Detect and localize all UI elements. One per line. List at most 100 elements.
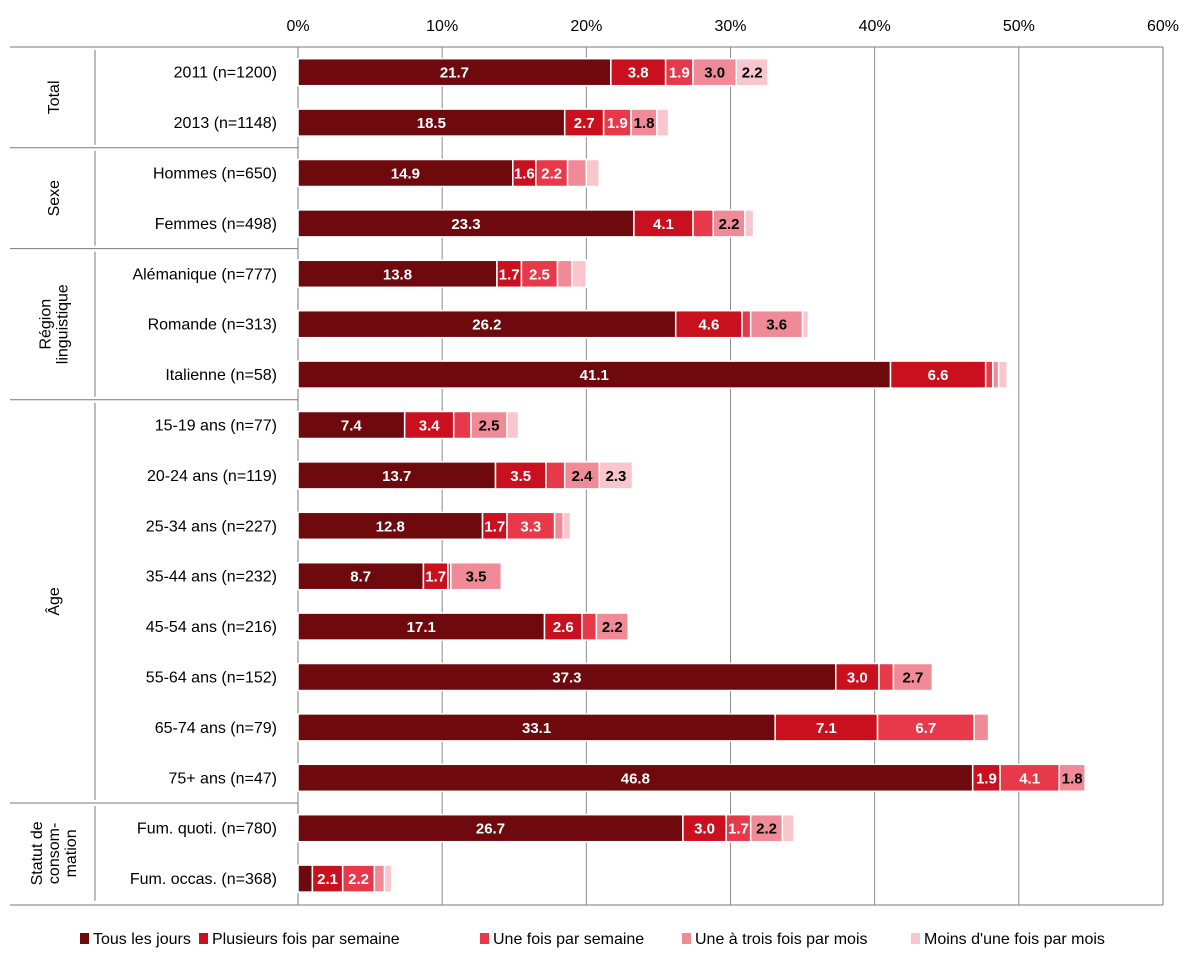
category-label: Italienne (n=58) [165, 367, 277, 384]
data-label: 3.0 [694, 821, 715, 838]
category-label: 20-24 ans (n=119) [147, 468, 277, 485]
bar-segment [571, 259, 588, 289]
data-label: 1.8 [1062, 770, 1083, 787]
bar-segment [373, 864, 386, 893]
bar-segment [297, 813, 684, 843]
bar-segment [692, 209, 714, 238]
bar-segment [520, 259, 559, 289]
data-label: 3.0 [847, 670, 868, 687]
bar-segment [563, 108, 605, 137]
category-label: 65-74 ans (n=79) [155, 720, 277, 737]
bar-segment [422, 561, 449, 591]
bar-segment [383, 864, 393, 893]
bar-segment [878, 662, 895, 692]
data-label: 2.7 [574, 115, 595, 132]
bar-segment [992, 360, 1000, 389]
legend-label: Moins d'une fois par mois [924, 931, 1105, 948]
data-label: 2.6 [553, 619, 574, 636]
data-label: 14.9 [391, 166, 420, 183]
data-label: 1.7 [484, 518, 505, 535]
data-label: 41.1 [580, 367, 609, 384]
category-label: 45-54 ans (n=216) [146, 619, 277, 636]
bar-segment [297, 108, 566, 137]
gridlines [441, 47, 1020, 905]
data-label: 3.5 [466, 569, 487, 586]
bar-segment [744, 209, 755, 238]
bar-segment [545, 461, 566, 490]
bar-segment [735, 57, 769, 87]
data-label: 2.2 [742, 65, 763, 82]
bar-segment [1058, 763, 1086, 793]
bar-segment [581, 612, 598, 641]
data-label: 6.7 [915, 720, 936, 737]
bar-segment [566, 158, 588, 188]
x-tick-label: 60% [1147, 18, 1179, 35]
group-label: Sexe [46, 180, 63, 217]
data-label: 2.2 [602, 619, 623, 636]
bar-segment [610, 57, 667, 87]
bar-segment [494, 461, 547, 490]
bar-segment [664, 57, 694, 87]
legend-swatch [199, 933, 208, 944]
data-label: 2.2 [756, 821, 777, 838]
bar-segment [741, 309, 752, 339]
bar-segment [997, 360, 1009, 389]
category-label: Alémanique (n=777) [132, 266, 277, 283]
category-label: Fum. occas. (n=368) [130, 871, 277, 888]
data-label: 2.1 [317, 871, 338, 888]
bar-segment [633, 209, 694, 238]
group-label: Statut deconsom-mation [29, 821, 80, 885]
category-label: 15-19 ans (n=77) [155, 418, 277, 435]
data-label: 7.4 [341, 418, 363, 435]
data-label: 2.4 [572, 468, 594, 485]
data-label: 2.2 [541, 166, 562, 183]
bar-segment [297, 461, 497, 490]
bar-segment [892, 662, 934, 692]
x-tick-label: 50% [1003, 18, 1035, 35]
bar-segment [496, 259, 523, 289]
bar-segment [781, 813, 795, 843]
bar-segment [543, 612, 583, 641]
bar-segment [297, 309, 677, 339]
x-tick-label: 0% [286, 18, 309, 35]
bar-segment [297, 713, 776, 742]
data-label: 3.4 [419, 418, 441, 435]
category-label: Femmes (n=498) [155, 216, 277, 233]
bar-segment [598, 461, 634, 490]
x-tick-label: 40% [859, 18, 891, 35]
data-label: 1.7 [728, 821, 749, 838]
bar-segment [889, 360, 987, 389]
data-label: 26.7 [476, 821, 505, 838]
bar-segment [450, 561, 503, 591]
category-label: 75+ ans (n=47) [168, 770, 277, 787]
bar-segment [973, 713, 990, 742]
legend-label: Une à trois fois par mois [695, 931, 868, 948]
data-label: 2.3 [605, 468, 626, 485]
bar-segment [506, 511, 556, 541]
category-label: Romande (n=313) [148, 317, 277, 334]
legend-swatch [80, 933, 89, 944]
x-axis-ticks: 0% 10% 20% 30% 40% 50% 60% [286, 18, 1179, 35]
bar-segment [682, 813, 727, 843]
legend: Tous les jours Plusieurs fois par semaine… [80, 931, 1105, 948]
category-label: 25-34 ans (n=227) [146, 518, 277, 535]
bar-segment [585, 158, 601, 188]
data-label: 18.5 [417, 115, 446, 132]
data-label: 1.9 [607, 115, 628, 132]
category-label: 55-64 ans (n=152) [146, 670, 277, 687]
bar-segment [297, 864, 314, 893]
legend-swatch [682, 933, 691, 944]
group-label: Régionlinguistique [38, 284, 72, 364]
data-label: 8.7 [350, 569, 371, 586]
data-label: 1.7 [499, 266, 520, 283]
x-tick-label: 10% [426, 18, 458, 35]
data-label: 13.8 [383, 266, 412, 283]
x-tick-label: 30% [714, 18, 746, 35]
bar-segment [656, 108, 670, 137]
data-label: 4.1 [653, 216, 674, 233]
bar-segment [876, 713, 975, 742]
category-label: 2011 (n=1200) [174, 65, 277, 82]
bar-segment [674, 309, 743, 339]
